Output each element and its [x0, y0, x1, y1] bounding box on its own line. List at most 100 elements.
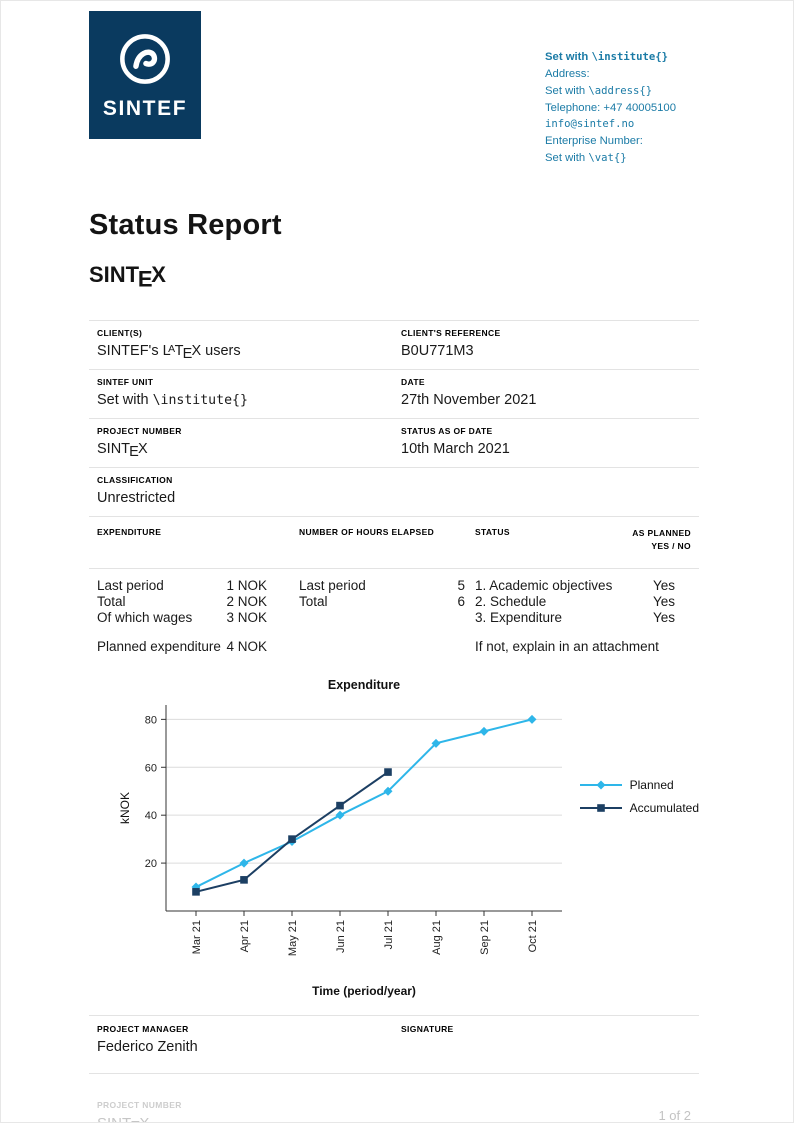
svg-text:Oct 21: Oct 21 — [527, 920, 539, 952]
info-row-unit: SINTEF UNIT Set with \institute{} DATE 2… — [89, 368, 699, 418]
chart-legend: Planned Accumulated — [579, 777, 699, 823]
status-date-label: STATUS AS OF DATE — [401, 425, 493, 436]
contact-email: info@sintef.no — [545, 117, 635, 130]
svg-text:60: 60 — [145, 762, 157, 774]
classification-value: Unrestricted — [97, 489, 176, 506]
table-row: Planned expenditure 4 NOK If not, explain… — [97, 639, 691, 655]
expenditure-rows: Last period 1 NOK Last period 5 1. Academi… — [89, 569, 699, 655]
page-footer: PROJECT NUMBER SINTEX 1 of 2 — [89, 1099, 699, 1123]
client-reference-value: B0U771M3 — [401, 342, 474, 359]
exp-value: 3 NOK — [226, 609, 267, 625]
hours-value: 5 — [457, 577, 465, 593]
svg-text:Sep 21: Sep 21 — [479, 920, 491, 955]
status-item: 3. Expenditure — [475, 609, 563, 625]
exp-value: 2 NOK — [226, 593, 267, 609]
info-row-classification: CLASSIFICATION Unrestricted — [89, 466, 699, 517]
status-header: STATUS — [475, 526, 510, 537]
classification-label: CLASSIFICATION — [97, 474, 173, 485]
signature-cell: SIGNATURE — [401, 1024, 691, 1055]
expenditure-table-header: EXPENDITURE NUMBER OF HOURS ELAPSED STAT… — [89, 517, 699, 569]
expenditure-table: EXPENDITURE NUMBER OF HOURS ELAPSED STAT… — [89, 517, 699, 655]
project-name: SINTEX — [89, 261, 166, 292]
date-label: DATE — [401, 376, 425, 387]
planned-line-swatch — [579, 780, 622, 790]
client-reference-label: CLIENT'S REFERENCE — [401, 327, 501, 338]
table-row: Last period 1 NOK Last period 5 1. Academi… — [97, 578, 691, 594]
legend-label-accumulated: Accumulated — [629, 800, 699, 815]
contact-institute: Set with \institute{} — [545, 51, 668, 63]
project-manager-cell: PROJECT MANAGER Federico Zenith — [97, 1024, 401, 1055]
date-cell: DATE 27th November 2021 — [401, 377, 691, 408]
page-header: SINTEF Set with \institute{} Address: Se… — [89, 11, 699, 167]
sintef-logo: SINTEF — [89, 11, 201, 139]
sintef-unit-value: Set with \institute{} — [97, 391, 248, 408]
status-date-cell: STATUS AS OF DATE 10th March 2021 — [401, 426, 691, 457]
institute-command: \institute{} — [591, 51, 668, 63]
as-planned-value: Yes — [652, 609, 675, 625]
signoff-section: PROJECT MANAGER Federico Zenith SIGNATUR… — [89, 1014, 699, 1074]
exp-value: 1 NOK — [226, 577, 267, 593]
client-value: SINTEF's LATEX users — [97, 342, 241, 362]
table-row: Of which wages 3 NOK 3. Expenditure Yes — [97, 610, 691, 626]
classification-cell: CLASSIFICATION Unrestricted — [97, 475, 401, 506]
exp-value: 4 NOK — [226, 638, 267, 654]
svg-text:Jul 21: Jul 21 — [383, 920, 395, 949]
sintef-logo-text: SINTEF — [102, 96, 188, 120]
expenditure-chart: Expenditure 20 40 60 80 Mar 21 Apr 21 May 21 Jun… — [118, 678, 562, 998]
contact-vat: Set with \vat{} — [545, 151, 627, 164]
exp-label: Last period — [97, 577, 164, 593]
project-number-cell: PROJECT NUMBER SINTEX — [97, 425, 401, 460]
exp-label: Total — [97, 593, 126, 609]
legend-item-planned: Planned — [579, 777, 699, 793]
project-number-value: SINTEX — [97, 440, 148, 460]
footer-project-value: SINTEX — [97, 1115, 182, 1122]
as-planned-value: Yes — [652, 593, 675, 609]
expenditure-chart-section: Expenditure 20 40 60 80 Mar 21 Apr 21 May 21 Jun… — [116, 673, 699, 1003]
svg-text:Time (period/year): Time (period/year) — [312, 984, 416, 998]
unit-institute-command: \institute{} — [152, 392, 248, 408]
svg-text:Mar 21: Mar 21 — [191, 920, 203, 954]
info-row-client: CLIENT(S) SINTEF's LATEX users CLIENT'S … — [89, 319, 699, 369]
sintef-unit-label: SINTEF UNIT — [97, 376, 154, 387]
status-item: 1. Academic objectives — [475, 577, 613, 593]
table-row: Total 2 NOK Total 6 2. Schedule Yes — [97, 594, 691, 610]
legend-item-accumulated: Accumulated — [579, 800, 699, 816]
client-reference-cell: CLIENT'S REFERENCE B0U771M3 — [401, 328, 691, 359]
svg-text:80: 80 — [145, 714, 157, 726]
signoff-row: PROJECT MANAGER Federico Zenith SIGNATUR… — [89, 1014, 699, 1074]
vat-command: \vat{} — [588, 151, 627, 164]
project-manager-name: Federico Zenith — [97, 1038, 198, 1055]
svg-text:Expenditure: Expenditure — [328, 678, 400, 692]
expenditure-header: EXPENDITURE — [97, 526, 162, 537]
contact-block: Set with \institute{} Address: Set with … — [545, 49, 699, 167]
exp-label: Of which wages — [97, 609, 193, 625]
footer-project-block: PROJECT NUMBER SINTEX — [97, 1099, 182, 1122]
as-planned-value: Yes — [652, 577, 675, 593]
signature-label: SIGNATURE — [401, 1023, 454, 1034]
page-number: 1 of 2 — [658, 1108, 691, 1123]
svg-text:20: 20 — [145, 858, 157, 870]
exp-label: Planned expenditure — [97, 638, 221, 654]
footer-project-label: PROJECT NUMBER — [97, 1099, 182, 1110]
project-info-table: CLIENT(S) SINTEF's LATEX users CLIENT'S … — [89, 319, 699, 517]
sintef-logo-mark — [120, 33, 170, 84]
hours-label: Total — [299, 593, 328, 609]
contact-enterprise-label: Enterprise Number: — [545, 134, 643, 147]
sintef-unit-cell: SINTEF UNIT Set with \institute{} — [97, 377, 401, 408]
contact-telephone: Telephone: +47 40005100 — [545, 101, 676, 114]
client-cell: CLIENT(S) SINTEF's LATEX users — [97, 327, 401, 362]
address-command: \address{} — [588, 84, 653, 97]
svg-text:Jun 21: Jun 21 — [335, 920, 347, 953]
project-number-label: PROJECT NUMBER — [97, 425, 182, 436]
hours-value: 6 — [457, 593, 465, 609]
accumulated-line-swatch — [579, 804, 622, 812]
svg-text:40: 40 — [145, 810, 157, 822]
client-label: CLIENT(S) — [97, 327, 143, 338]
svg-text:May 21: May 21 — [287, 920, 299, 956]
as-planned-header: AS PLANNED YES / NO — [632, 527, 691, 551]
status-date-value: 10th March 2021 — [401, 440, 510, 457]
status-note: If not, explain in an attachment — [475, 638, 659, 654]
contact-address-label: Address: — [545, 67, 590, 80]
hours-header: NUMBER OF HOURS ELAPSED — [299, 526, 435, 537]
